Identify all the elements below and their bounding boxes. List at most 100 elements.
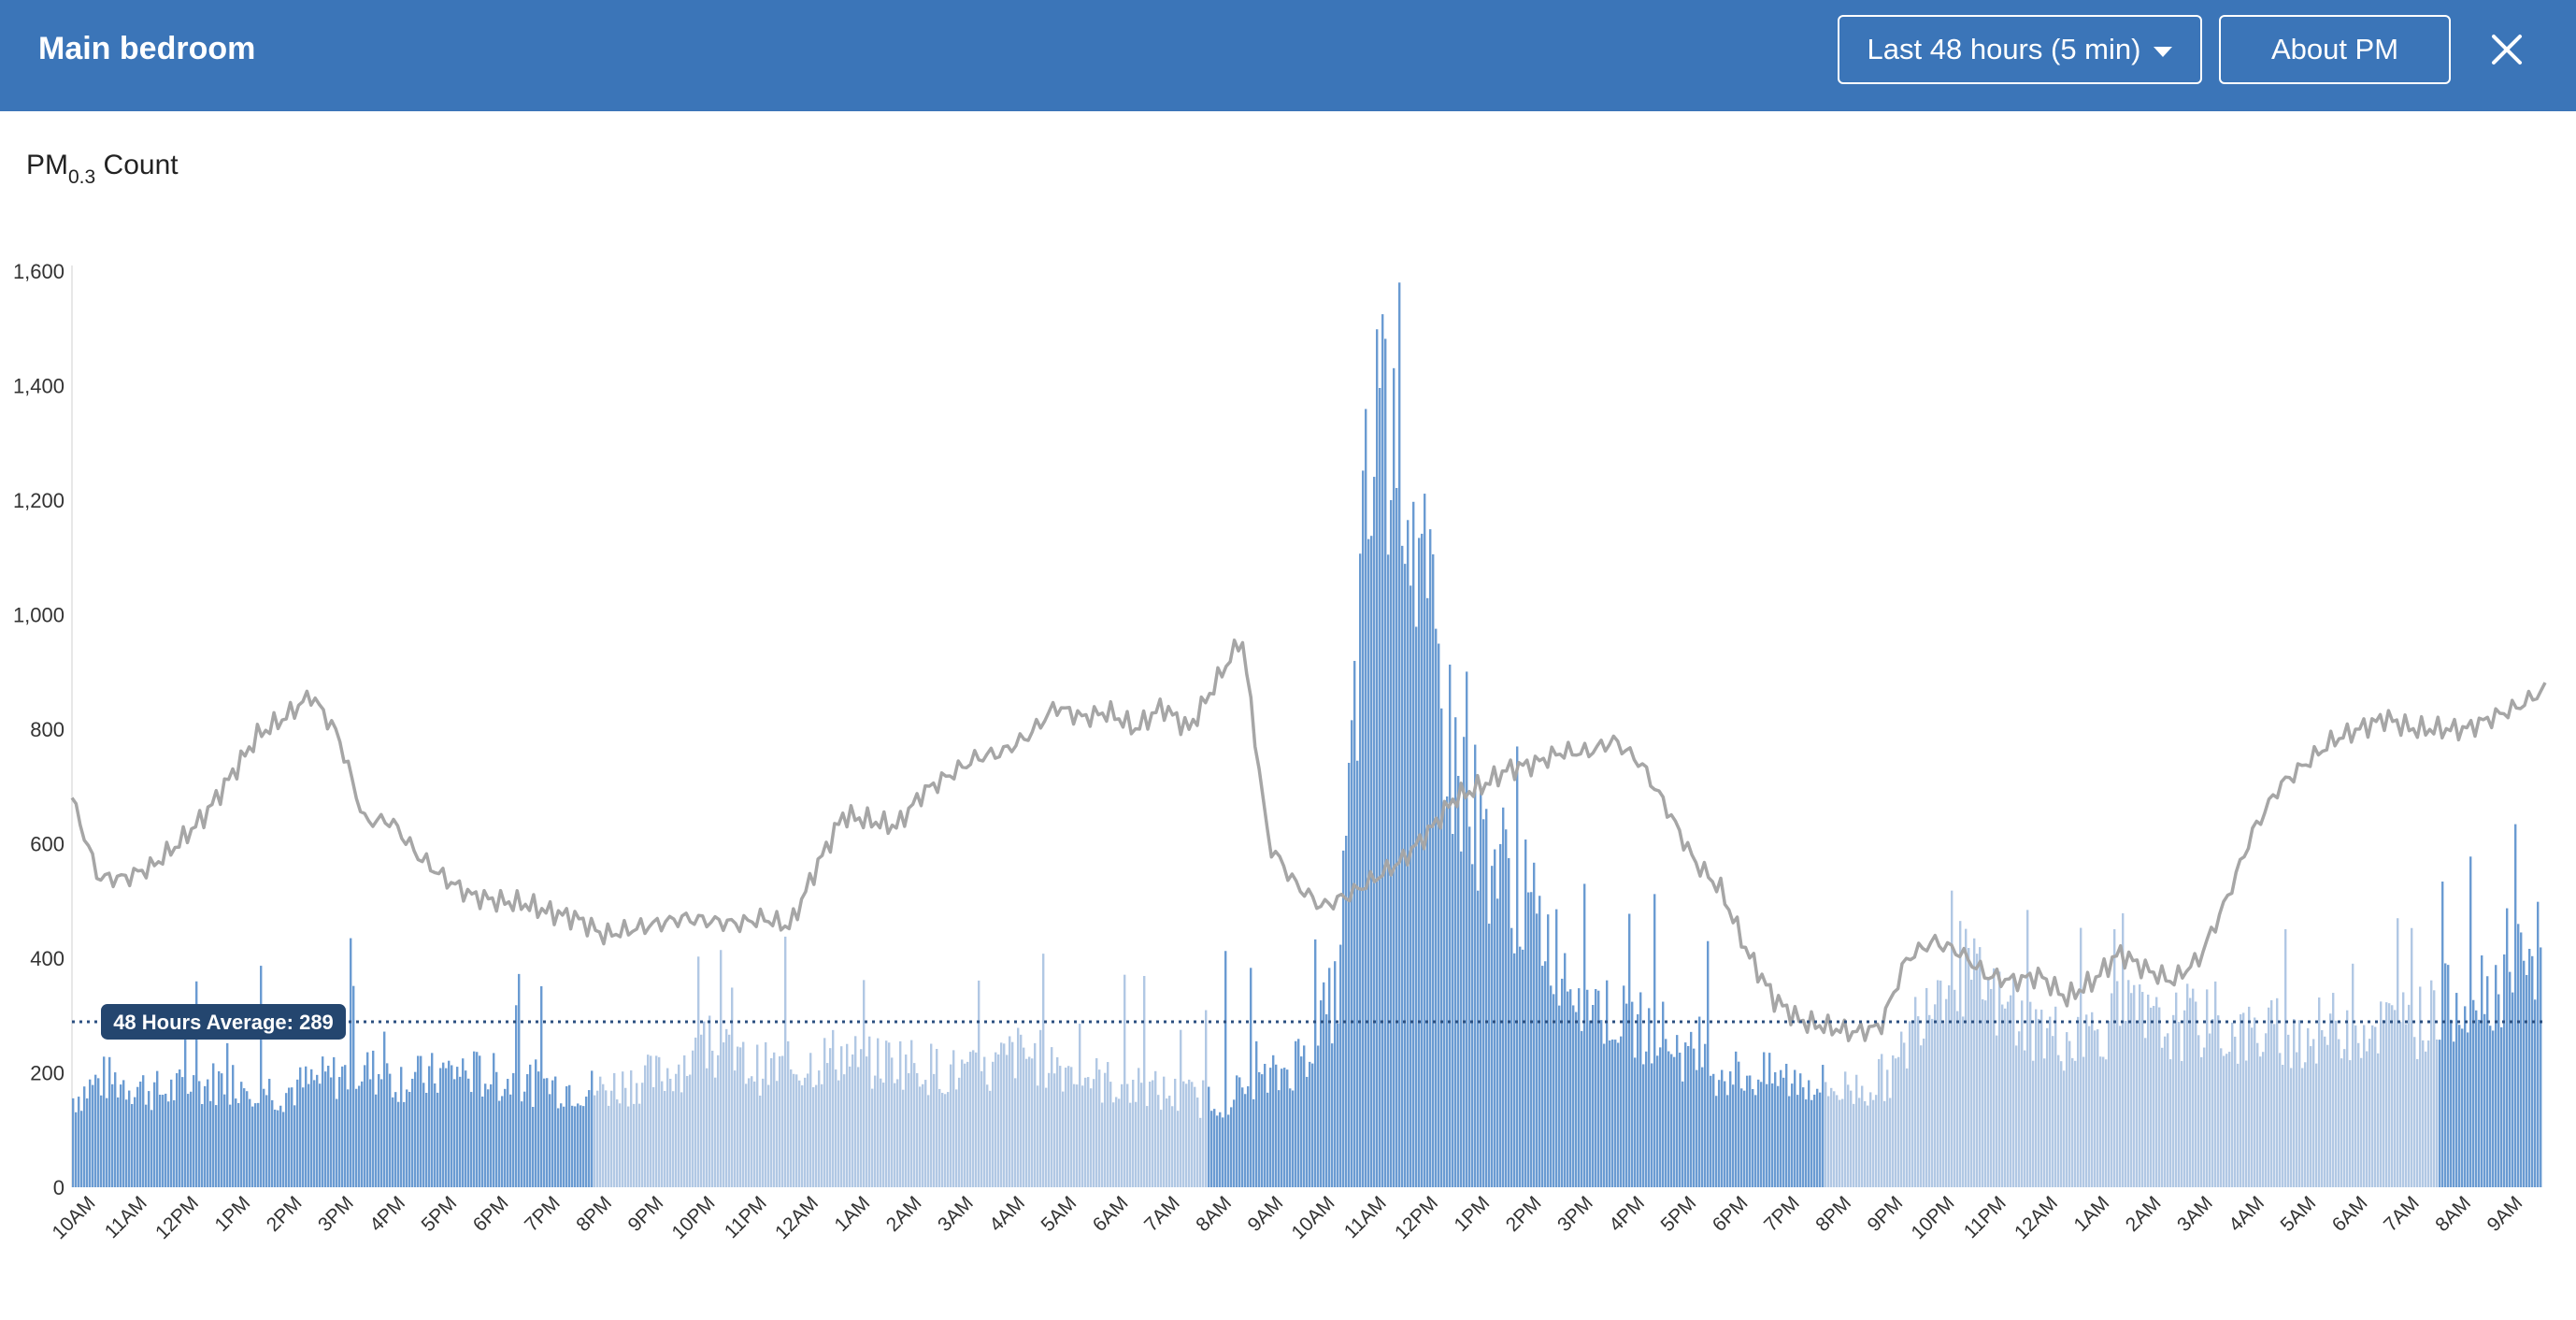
bar xyxy=(193,1075,195,1187)
bar xyxy=(1724,1081,1726,1187)
bar xyxy=(425,1093,428,1187)
bar xyxy=(484,1083,487,1187)
bar xyxy=(1264,1063,1267,1187)
bar xyxy=(1283,1068,1286,1187)
bar xyxy=(2500,1026,2503,1187)
bar xyxy=(888,1042,891,1187)
bar xyxy=(1171,1106,1174,1187)
bar xyxy=(1194,1086,1196,1187)
bar xyxy=(680,1092,683,1187)
bar xyxy=(1084,1077,1087,1187)
bar xyxy=(100,1095,103,1187)
bar xyxy=(240,1082,243,1187)
bar xyxy=(501,1096,504,1187)
bar xyxy=(1642,1064,1645,1187)
close-button[interactable] xyxy=(2483,21,2531,79)
bar xyxy=(498,1100,501,1187)
bar xyxy=(1567,991,1569,1187)
bar xyxy=(2354,1025,2357,1187)
metric-title: PM0.3 Count xyxy=(26,150,179,189)
bar xyxy=(605,1090,608,1187)
bar xyxy=(582,1106,585,1187)
bar xyxy=(1079,1024,1081,1187)
bar xyxy=(1261,1074,1264,1187)
bar xyxy=(1853,1103,1855,1187)
bar xyxy=(1606,980,1609,1187)
bar xyxy=(2040,1010,2043,1187)
bar xyxy=(1693,1048,1696,1187)
bar xyxy=(1272,1055,1275,1187)
bar xyxy=(1937,980,1939,1187)
bar xyxy=(1679,1053,1682,1187)
bar xyxy=(1098,1069,1101,1187)
bar xyxy=(1760,1082,1763,1187)
bar xyxy=(2464,1006,2467,1187)
bar xyxy=(2326,1044,2329,1187)
bar xyxy=(358,1085,361,1187)
bar xyxy=(394,1092,397,1187)
bar xyxy=(2270,999,2273,1187)
bar xyxy=(1429,529,1432,1187)
bar xyxy=(2422,1040,2425,1187)
bar xyxy=(1939,980,1942,1187)
y-tick-label: 400 xyxy=(30,947,64,970)
bar xyxy=(543,1078,546,1187)
bar xyxy=(697,956,700,1187)
bar xyxy=(268,1079,271,1187)
bar xyxy=(1017,1027,1020,1187)
bar xyxy=(1855,1074,1858,1187)
bar xyxy=(117,1097,120,1187)
bar xyxy=(2304,1062,2307,1187)
bar xyxy=(2203,1047,2206,1187)
bar xyxy=(507,1079,509,1187)
bar xyxy=(512,1072,515,1187)
bar xyxy=(1446,796,1449,1187)
bar xyxy=(1342,850,1345,1187)
bar xyxy=(195,981,198,1187)
bar xyxy=(1121,1083,1123,1187)
bar xyxy=(2332,993,2335,1187)
bar xyxy=(1572,1005,1575,1187)
x-tick-label: 12AM xyxy=(771,1192,823,1243)
bar xyxy=(1653,894,1656,1187)
bar xyxy=(86,1098,89,1187)
bar xyxy=(2296,1052,2298,1187)
bar xyxy=(1934,1004,1937,1187)
x-tick-label: 1PM xyxy=(210,1192,254,1236)
bar xyxy=(201,1104,204,1187)
bar xyxy=(366,1052,369,1187)
bar xyxy=(1589,1020,1592,1187)
bar xyxy=(793,1073,795,1187)
bar xyxy=(992,1061,995,1187)
bar xyxy=(1673,1056,1676,1187)
y-tick-label: 0 xyxy=(53,1176,64,1199)
bar xyxy=(2419,986,2422,1187)
bar xyxy=(2335,1020,2338,1187)
bar xyxy=(638,1103,641,1187)
bar xyxy=(2512,992,2514,1187)
bar xyxy=(2528,948,2531,1187)
bar xyxy=(2032,1060,2035,1187)
time-range-dropdown[interactable]: Last 48 hours (5 min) xyxy=(1838,15,2202,84)
bar xyxy=(1656,1055,1659,1187)
bar xyxy=(2195,1001,2197,1187)
bar xyxy=(835,1069,837,1187)
bar xyxy=(1788,1096,1791,1187)
bar xyxy=(2074,1060,2077,1187)
bar xyxy=(1524,839,1527,1187)
bar xyxy=(2127,980,2130,1187)
bar xyxy=(237,1102,240,1187)
bar xyxy=(1844,1071,1847,1187)
bar xyxy=(2453,1041,2455,1187)
bar xyxy=(2517,924,2520,1187)
bar xyxy=(1056,1056,1059,1187)
bar xyxy=(1771,1083,1774,1187)
bar xyxy=(1393,367,1395,1187)
bar xyxy=(1118,1098,1121,1187)
about-pm-button[interactable]: About PM xyxy=(2219,15,2451,84)
x-tick-label: 11AM xyxy=(101,1192,151,1242)
bar xyxy=(1690,1031,1693,1187)
bar xyxy=(608,1105,610,1187)
x-tick-label: 4PM xyxy=(1605,1192,1649,1236)
bar xyxy=(1309,1061,1311,1187)
